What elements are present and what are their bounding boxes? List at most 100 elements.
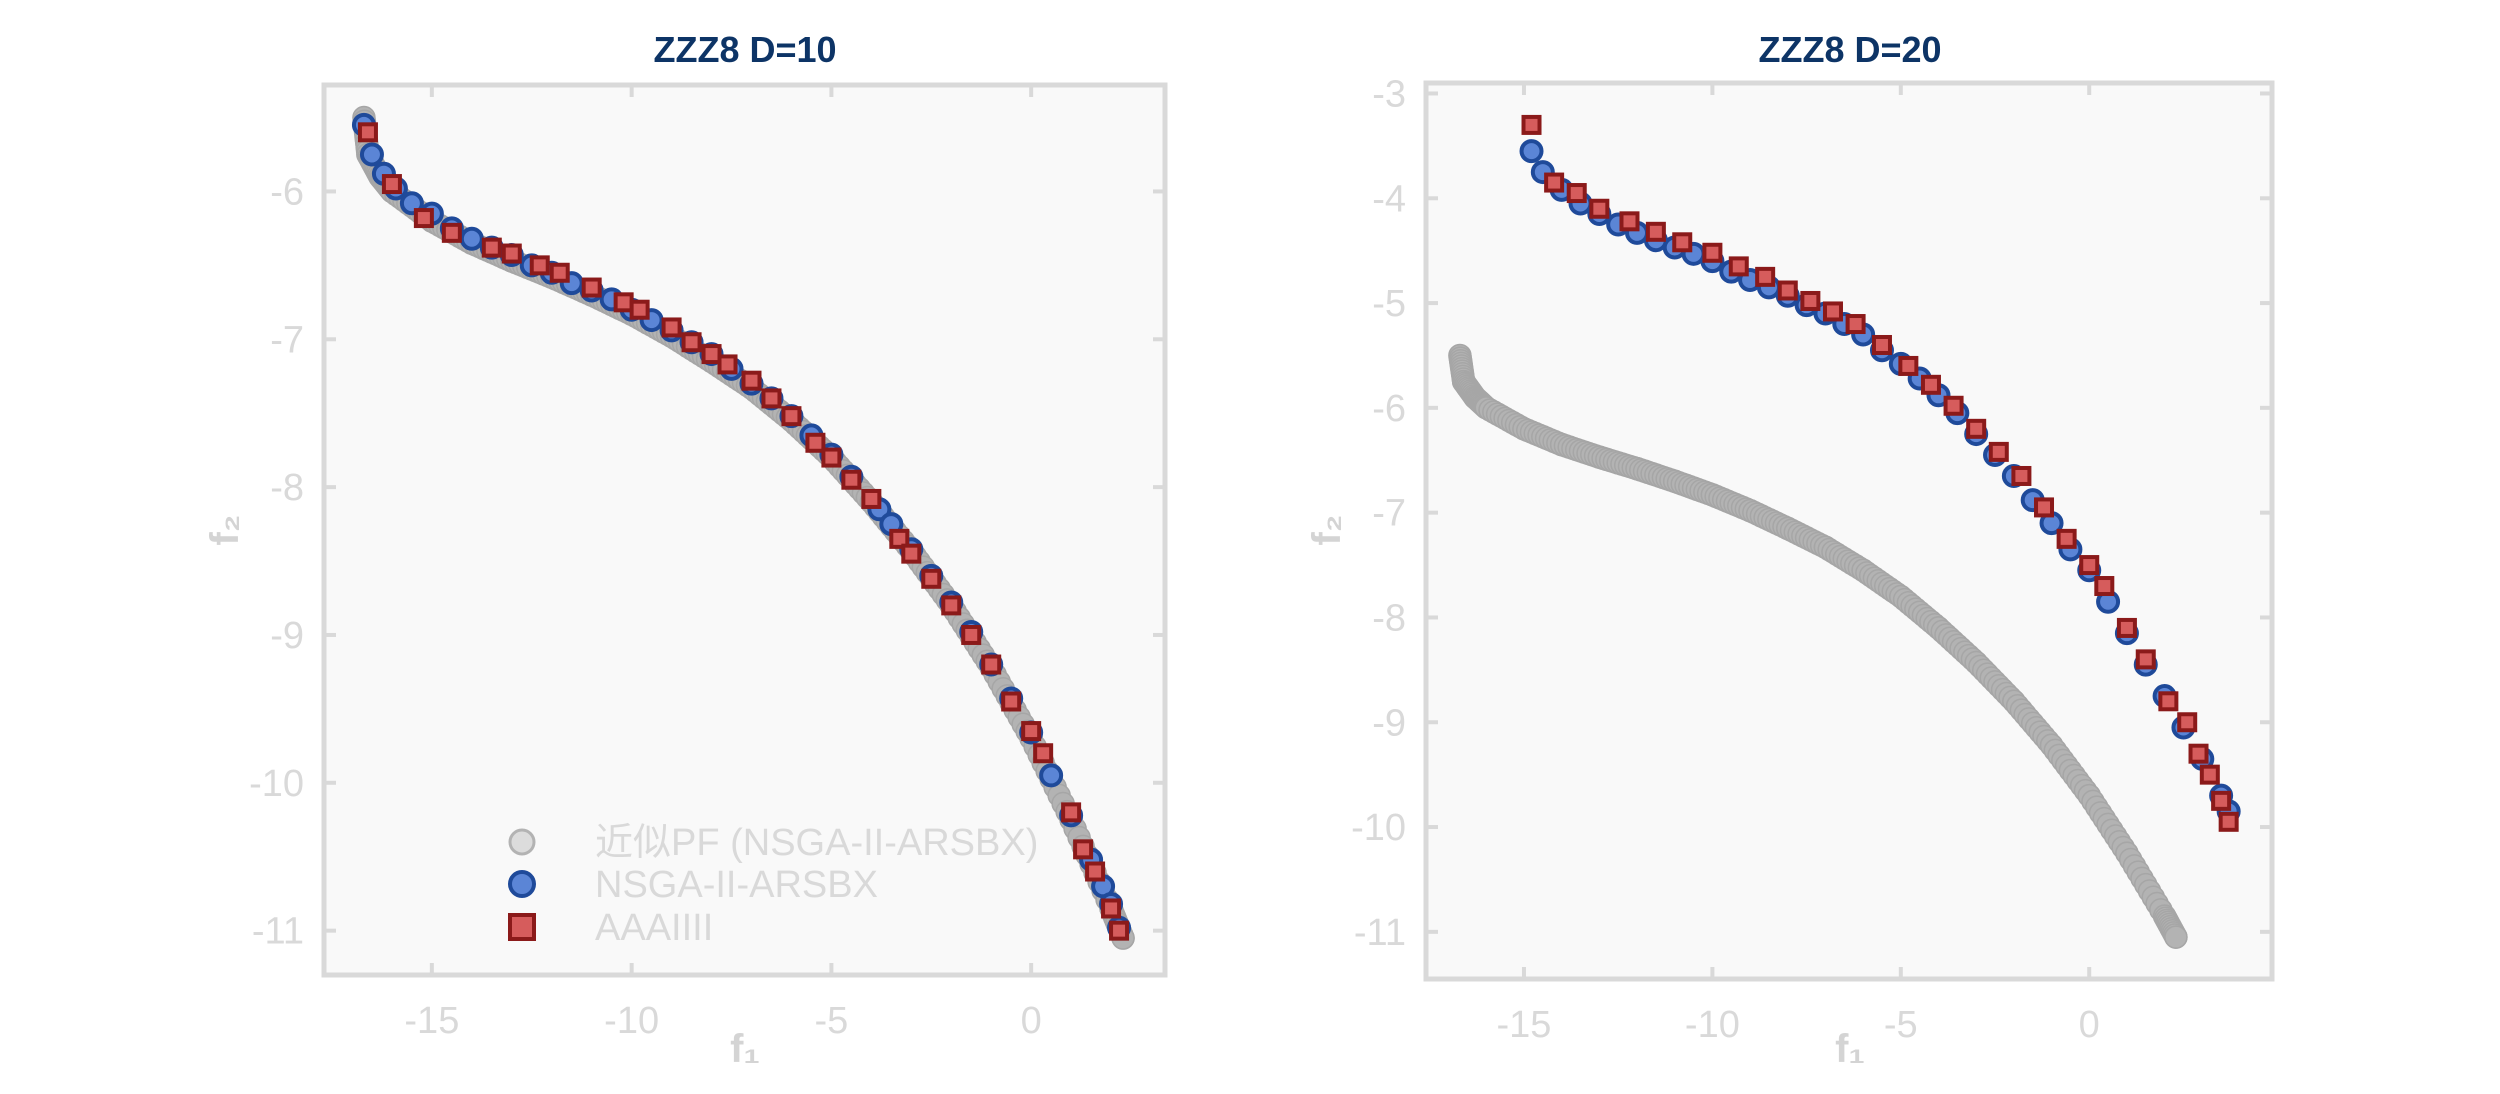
y-tick-label: -6	[270, 171, 304, 213]
y-tick-label: -3	[1372, 73, 1406, 115]
x-axis-label: f₁	[730, 1027, 760, 1071]
aaaiiii-point	[549, 262, 570, 283]
y-tick-label: -4	[1372, 178, 1406, 220]
aaaiiii-point	[629, 299, 650, 320]
y-tick-label: -8	[270, 467, 304, 509]
y-tick-label: -11	[252, 911, 304, 953]
nsga-point	[1519, 139, 1544, 164]
aaaiiii-point	[1109, 920, 1130, 941]
aaaiiii-point	[2188, 743, 2209, 764]
aaaiiii-point	[1021, 721, 1042, 742]
aaaiiii-point	[529, 255, 550, 276]
aaaiiii-point	[1101, 898, 1122, 919]
aaaiiii-point	[781, 406, 802, 427]
aaaiiii-point	[681, 332, 702, 353]
x-tick-label: -10	[1685, 1004, 1740, 1046]
aaaiiii-point	[921, 568, 942, 589]
y-tick-label: -9	[1372, 702, 1406, 744]
aaaiiii-point	[2199, 764, 2220, 785]
chart-title: ZZZ8 D=20	[1758, 29, 1941, 70]
x-tick-label: -15	[404, 1000, 459, 1042]
y-tick-label: -7	[270, 319, 304, 361]
x-tick-label: 0	[1021, 1000, 1042, 1042]
aaaiiii-point	[1943, 395, 1964, 416]
aaaiiii-point	[1777, 280, 1798, 301]
aaaiiii-point	[1001, 691, 1022, 712]
chart-title: ZZZ8 D=10	[653, 29, 836, 70]
aaaiiii-point	[1988, 441, 2009, 462]
aaaiiii-point	[581, 277, 602, 298]
y-tick-label: -7	[1372, 493, 1406, 535]
x-tick-label: -5	[814, 1000, 848, 1042]
aaaiiii-point	[717, 354, 738, 375]
legend-label: NSGA-II-ARSBX	[595, 864, 878, 906]
aaaiiii-point	[2011, 465, 2032, 486]
aaaiiii-point	[901, 543, 922, 564]
aaaiiii-point	[1085, 861, 1106, 882]
y-tick-label: -5	[1372, 283, 1406, 325]
legend-marker-nsga	[508, 870, 536, 898]
aaaiiii-point	[1728, 256, 1749, 277]
aaaiiii-point	[1672, 232, 1693, 253]
y-axis-label: f₂	[1305, 514, 1349, 545]
nsga-point	[359, 142, 384, 167]
aaaiiii-point	[441, 222, 462, 243]
aaaiiii-point	[1566, 183, 1587, 204]
aaaiiii-point	[661, 317, 682, 338]
aaaiiii-point	[821, 447, 842, 468]
y-tick-label: -10	[249, 763, 304, 805]
aaaiiii-point	[1800, 290, 1821, 311]
nsga-point	[459, 226, 484, 251]
aaaiiii-point	[501, 243, 522, 264]
legend-marker-pf	[508, 828, 536, 856]
aaaiiii-point	[1033, 743, 1054, 764]
x-tick-label: -5	[1884, 1004, 1918, 1046]
aaaiiii-point	[1871, 334, 1892, 355]
aaaiiii-point	[1898, 355, 1919, 376]
aaaiiii-point	[481, 237, 502, 258]
aaaiiii-point	[357, 122, 378, 143]
aaaiiii-point	[1619, 211, 1640, 232]
aaaiiii-point	[413, 208, 434, 229]
aaaiiii-point	[889, 528, 910, 549]
aaaiiii-point	[841, 469, 862, 490]
aaaiiii-point	[2116, 617, 2137, 638]
aaaiiii-point	[761, 388, 782, 409]
plot-area	[1423, 80, 2275, 982]
y-axis-label: f₂	[203, 514, 247, 545]
aaaiiii-point	[941, 595, 962, 616]
x-tick-label: 0	[2079, 1004, 2100, 1046]
aaaiiii-point	[701, 344, 722, 365]
aaaiiii-point	[1845, 314, 1866, 335]
aaaiiii-point	[1920, 374, 1941, 395]
aaaiiii-point	[2056, 528, 2077, 549]
aaaiiii-point	[2094, 576, 2115, 597]
aaaiiii-point	[2135, 649, 2156, 670]
y-tick-label: -11	[1354, 912, 1406, 954]
aaaiiii-point	[1589, 198, 1610, 219]
legend-marker-aaaiiii	[508, 913, 536, 941]
pf-point	[2164, 925, 2188, 949]
y-tick-label: -10	[1351, 807, 1406, 849]
aaaiiii-point	[2218, 811, 2239, 832]
aaaiiii-point	[2079, 555, 2100, 576]
series-2	[1521, 114, 2239, 832]
x-tick-label: -15	[1497, 1004, 1552, 1046]
aaaiiii-point	[1645, 221, 1666, 242]
y-tick-label: -6	[1372, 388, 1406, 430]
aaaiiii-point	[861, 488, 882, 509]
aaaiiii-point	[1061, 802, 1082, 823]
aaaiiii-point	[1822, 301, 1843, 322]
subplot-d10: -15 -10 -5 0 -11 -10 -9 -8 -7 -6 近似PF (NSGA-II-ARS…	[203, 29, 1168, 1071]
aaaiiii-point	[1755, 266, 1776, 287]
aaaiiii-point	[1521, 114, 1542, 135]
subplot-d20: -15 -10 -5 0 -11 -10 -9 -8 -7 -6 -5 -4 -3 ZZZ8 D=20 f₁…	[1305, 29, 2275, 1071]
aaaiiii-point	[1073, 839, 1094, 860]
aaaiiii-point	[2211, 790, 2232, 811]
x-axis-label: f₁	[1835, 1027, 1865, 1071]
aaaiiii-point	[805, 432, 826, 453]
x-tick-label: -10	[604, 1000, 659, 1042]
y-tick-label: -8	[1372, 597, 1406, 639]
